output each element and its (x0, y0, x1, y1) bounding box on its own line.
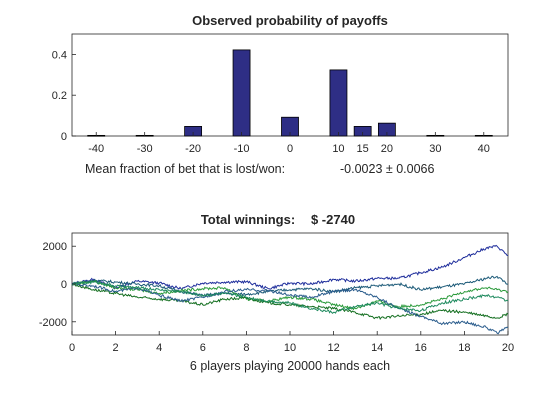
y-tick-label: 0 (61, 279, 67, 291)
x-tick-label: 15 (357, 143, 369, 155)
x-tick-label: 10 (332, 143, 344, 155)
y-tick-label: 0 (61, 131, 67, 143)
x-tick-label: -30 (137, 143, 153, 155)
payoff-bar (232, 49, 251, 137)
x-tick-label: 10 (284, 342, 296, 354)
winnings-axes-box (71, 232, 509, 336)
mean-fraction-value: -0.0023 ± 0.0066 (340, 162, 434, 176)
x-tick-label: 14 (371, 342, 383, 354)
x-tick-label: 30 (429, 143, 441, 155)
player-winnings-line (71, 244, 509, 291)
x-tick-label: 4 (156, 342, 162, 354)
mean-fraction-label: Mean fraction of bet that is lost/won: (85, 162, 285, 176)
winnings-chart-title: Total winnings: (201, 212, 295, 227)
x-tick-label: -20 (185, 143, 201, 155)
x-tick-label: 8 (243, 342, 249, 354)
y-tick-label: 0.4 (52, 49, 67, 61)
payoff-y-ticks: 0 0.2 0.4 (52, 49, 76, 143)
winnings-y-ticks: -2000 0 2000 (39, 241, 76, 329)
x-tick-label: 12 (327, 342, 339, 354)
winnings-total-value: $ -2740 (311, 212, 355, 227)
x-tick-label: 0 (287, 143, 293, 155)
payoff-chart-title: Observed probability of payoffs (192, 13, 388, 28)
x-tick-label: 18 (458, 342, 470, 354)
winnings-x-ticks: 0 2 4 6 8 10 12 14 16 18 20 (69, 331, 514, 354)
player-winnings-line (71, 282, 509, 321)
player-winnings-line (71, 275, 509, 298)
y-tick-label: 2000 (43, 241, 67, 253)
x-tick-label: 0 (69, 342, 75, 354)
x-tick-label: 20 (502, 342, 514, 354)
x-tick-label: -10 (234, 143, 250, 155)
y-tick-label: -2000 (39, 317, 67, 329)
x-tick-label: 20 (381, 143, 393, 155)
winnings-lines (71, 244, 509, 335)
x-tick-label: 6 (200, 342, 206, 354)
payoff-x-ticks: -40 -30 -20 -10 0 10 15 20 30 40 (88, 132, 490, 155)
x-tick-label: 40 (478, 143, 490, 155)
y-tick-label: 0.2 (52, 90, 67, 102)
x-tick-label: 2 (113, 342, 119, 354)
x-tick-label: 16 (415, 342, 427, 354)
winnings-x-label: 6 players playing 20000 hands each (190, 359, 390, 373)
payoff-bar (329, 69, 348, 137)
player-winnings-line (71, 280, 509, 314)
x-tick-label: -40 (88, 143, 104, 155)
